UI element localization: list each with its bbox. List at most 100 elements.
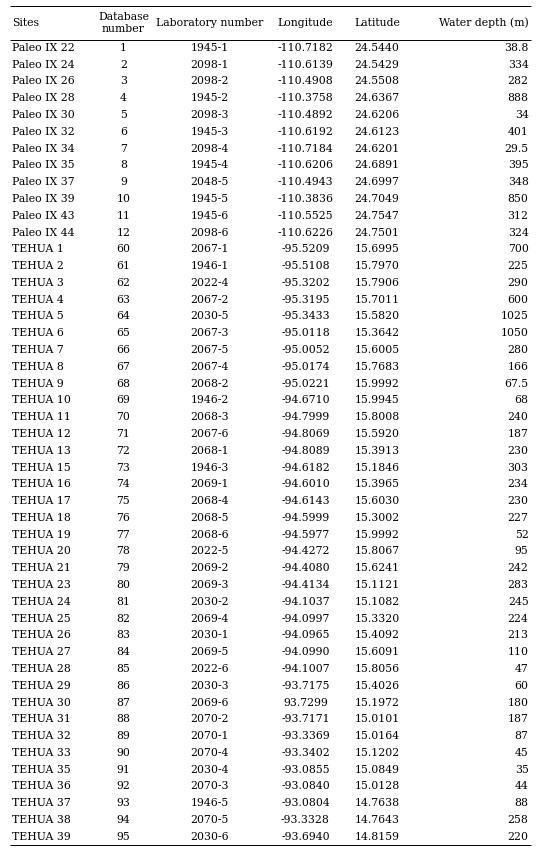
Text: TEHUA 8: TEHUA 8	[12, 362, 64, 371]
Text: 303: 303	[507, 463, 529, 473]
Text: 93: 93	[116, 798, 130, 809]
Text: Paleo IX 26: Paleo IX 26	[12, 77, 75, 87]
Text: 1945-4: 1945-4	[190, 160, 228, 170]
Text: 15.7970: 15.7970	[354, 261, 399, 271]
Text: -94.6710: -94.6710	[281, 395, 330, 406]
Text: 220: 220	[507, 832, 529, 842]
Text: 290: 290	[507, 278, 529, 288]
Text: 15.5820: 15.5820	[354, 312, 399, 321]
Text: 2098-2: 2098-2	[190, 77, 229, 87]
Text: 395: 395	[508, 160, 529, 170]
Text: -94.8089: -94.8089	[281, 446, 330, 456]
Text: 1946-5: 1946-5	[190, 798, 229, 809]
Text: 15.3320: 15.3320	[354, 613, 399, 624]
Text: -94.0965: -94.0965	[281, 630, 329, 641]
Text: TEHUA 5: TEHUA 5	[12, 312, 64, 321]
Text: TEHUA 21: TEHUA 21	[12, 563, 71, 573]
Text: 242: 242	[507, 563, 529, 573]
Text: Latitude: Latitude	[354, 18, 400, 28]
Text: 91: 91	[116, 764, 130, 774]
Text: 15.3002: 15.3002	[354, 513, 399, 523]
Text: 15.6091: 15.6091	[354, 648, 399, 657]
Text: -94.4080: -94.4080	[281, 563, 330, 573]
Text: TEHUA 26: TEHUA 26	[12, 630, 71, 641]
Text: 2070-1: 2070-1	[190, 731, 229, 741]
Text: TEHUA 12: TEHUA 12	[12, 429, 71, 439]
Text: 2068-3: 2068-3	[190, 412, 229, 423]
Text: TEHUA 25: TEHUA 25	[12, 613, 71, 624]
Text: 2067-3: 2067-3	[190, 328, 229, 338]
Text: TEHUA 18: TEHUA 18	[12, 513, 71, 523]
Text: 324: 324	[507, 227, 529, 238]
Text: 2067-5: 2067-5	[190, 345, 229, 355]
Text: 64: 64	[116, 312, 130, 321]
Text: 187: 187	[507, 429, 529, 439]
Text: -110.3836: -110.3836	[278, 194, 333, 204]
Text: 2069-3: 2069-3	[190, 580, 229, 590]
Text: Paleo IX 35: Paleo IX 35	[12, 160, 75, 170]
Text: TEHUA 28: TEHUA 28	[12, 664, 71, 674]
Text: 334: 334	[507, 60, 529, 70]
Text: 2067-4: 2067-4	[190, 362, 229, 371]
Text: 15.6005: 15.6005	[354, 345, 399, 355]
Text: 280: 280	[507, 345, 529, 355]
Text: 5: 5	[120, 110, 127, 120]
Text: -94.8069: -94.8069	[281, 429, 330, 439]
Text: 2070-3: 2070-3	[190, 781, 229, 792]
Text: 86: 86	[116, 681, 130, 691]
Text: 4: 4	[120, 93, 127, 103]
Text: 258: 258	[507, 815, 529, 825]
Text: 15.1082: 15.1082	[354, 596, 399, 607]
Text: -94.6010: -94.6010	[281, 480, 330, 489]
Text: -95.5209: -95.5209	[281, 245, 329, 255]
Text: 87: 87	[116, 698, 130, 707]
Text: 90: 90	[116, 748, 130, 758]
Text: 24.6367: 24.6367	[354, 93, 399, 103]
Text: -110.6226: -110.6226	[278, 227, 333, 238]
Text: 15.6030: 15.6030	[354, 496, 399, 506]
Text: 24.6201: 24.6201	[354, 144, 399, 153]
Text: TEHUA 1: TEHUA 1	[12, 245, 64, 255]
Text: 213: 213	[507, 630, 529, 641]
Text: 60: 60	[514, 681, 529, 691]
Text: 24.6997: 24.6997	[354, 177, 399, 187]
Text: 3: 3	[120, 77, 127, 87]
Text: Paleo IX 39: Paleo IX 39	[12, 194, 75, 204]
Text: 110: 110	[507, 648, 529, 657]
Text: 850: 850	[507, 194, 529, 204]
Text: 73: 73	[116, 463, 130, 473]
Text: 2: 2	[120, 60, 127, 70]
Text: -95.0052: -95.0052	[281, 345, 330, 355]
Text: 348: 348	[507, 177, 529, 187]
Text: 15.8056: 15.8056	[354, 664, 399, 674]
Text: 2068-6: 2068-6	[190, 530, 229, 539]
Text: 47: 47	[515, 664, 529, 674]
Text: 88: 88	[514, 798, 529, 809]
Text: 87: 87	[514, 731, 529, 741]
Text: 68: 68	[514, 395, 529, 406]
Text: -110.7184: -110.7184	[278, 144, 333, 153]
Text: 230: 230	[507, 446, 529, 456]
Text: 2022-6: 2022-6	[190, 664, 229, 674]
Text: TEHUA 33: TEHUA 33	[12, 748, 71, 758]
Text: TEHUA 11: TEHUA 11	[12, 412, 71, 423]
Text: TEHUA 7: TEHUA 7	[12, 345, 64, 355]
Text: TEHUA 3: TEHUA 3	[12, 278, 64, 288]
Text: Paleo IX 32: Paleo IX 32	[12, 127, 75, 137]
Text: -110.3758: -110.3758	[278, 93, 333, 103]
Text: 7: 7	[120, 144, 127, 153]
Text: 1945-1: 1945-1	[190, 43, 229, 53]
Text: 2022-5: 2022-5	[190, 546, 229, 556]
Text: 2030-1: 2030-1	[190, 630, 229, 641]
Text: -110.7182: -110.7182	[278, 43, 333, 53]
Text: 600: 600	[507, 295, 529, 305]
Text: 166: 166	[507, 362, 529, 371]
Text: 1: 1	[120, 43, 127, 53]
Text: 2069-4: 2069-4	[190, 613, 229, 624]
Text: 245: 245	[508, 596, 529, 607]
Text: 24.6206: 24.6206	[354, 110, 399, 120]
Text: TEHUA 32: TEHUA 32	[12, 731, 71, 741]
Text: -94.1007: -94.1007	[281, 664, 330, 674]
Text: TEHUA 17: TEHUA 17	[12, 496, 71, 506]
Text: 24.7501: 24.7501	[354, 227, 399, 238]
